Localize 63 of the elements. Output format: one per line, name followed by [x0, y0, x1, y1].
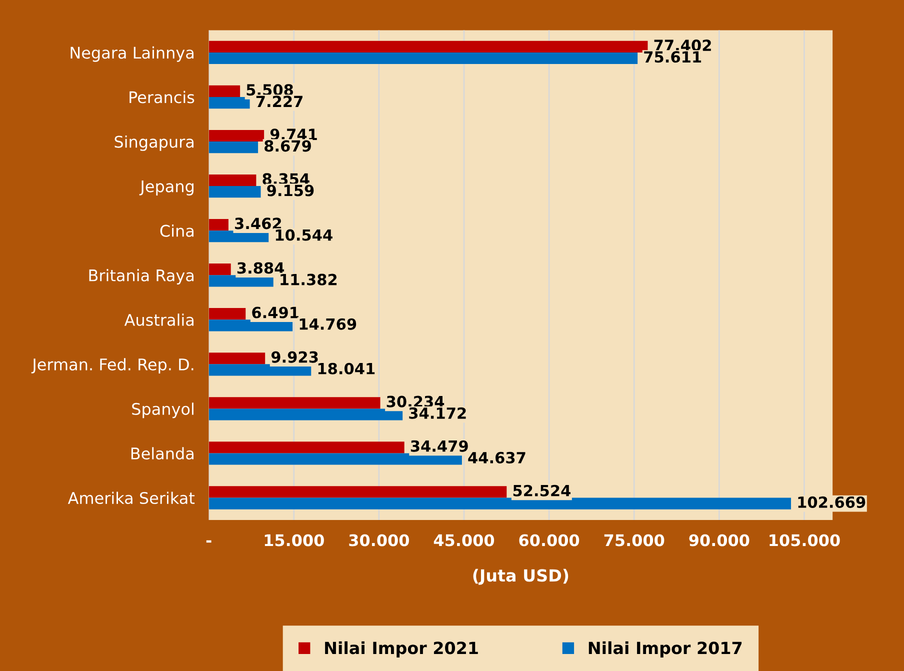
y-tick-label: Belanda — [131, 447, 194, 460]
bar — [208, 453, 462, 465]
data-label: 3.884 — [237, 262, 284, 274]
y-tick-label: Singapura — [114, 135, 194, 151]
bar — [208, 397, 380, 409]
bar — [208, 364, 312, 376]
y-tick-label: Spanyol — [132, 402, 194, 418]
bar — [208, 498, 792, 510]
legend-label: Nilai Impor 2021 — [325, 641, 478, 658]
bar — [208, 264, 231, 276]
x-axis-title: (Juta USD) — [473, 568, 568, 585]
bar — [208, 442, 404, 454]
data-label: 10.544 — [276, 229, 332, 241]
data-label: 9.159 — [267, 184, 314, 196]
data-label: 18.041 — [318, 362, 375, 374]
data-label: 52.524 — [513, 484, 570, 496]
data-label: 8.354 — [262, 173, 310, 185]
data-label: 3.462 — [235, 218, 282, 230]
bar — [208, 40, 648, 52]
data-label: 44.637 — [468, 452, 526, 464]
x-tick-label: 45.000 — [434, 534, 494, 546]
bar — [208, 408, 403, 420]
data-label: 77.402 — [654, 40, 711, 52]
bar — [208, 186, 261, 198]
x-tick-label: 90.000 — [689, 534, 750, 546]
y-tick-label: Negara Lainnya — [70, 46, 194, 62]
data-label: 14.769 — [300, 318, 356, 330]
data-label: 102.669 — [798, 496, 866, 508]
x-tick-label: 105.000 — [770, 534, 840, 546]
data-label: 34.479 — [410, 440, 468, 452]
data-label: 75.611 — [644, 51, 702, 63]
data-label: 9.741 — [270, 128, 317, 140]
data-label: 30.234 — [386, 396, 444, 408]
data-label: 7.227 — [256, 96, 302, 107]
bar — [208, 219, 228, 231]
bar — [208, 352, 266, 364]
y-tick-label: Cina — [160, 224, 194, 237]
bar — [208, 486, 507, 498]
data-label: 34.172 — [409, 407, 466, 419]
bar — [208, 85, 240, 97]
bar — [208, 142, 258, 154]
data-label: 6.491 — [252, 306, 298, 318]
y-tick-label: Perancis — [130, 90, 194, 104]
data-label: 8.679 — [264, 140, 311, 152]
x-tick-label: 75.000 — [604, 534, 664, 546]
data-label: 5.508 — [246, 84, 293, 96]
data-label: 9.923 — [271, 351, 318, 363]
legend-label: Nilai Impor 2017 — [588, 641, 742, 658]
x-tick-label: 30.000 — [349, 534, 409, 546]
bar — [208, 308, 246, 320]
bar — [208, 96, 250, 109]
bar — [208, 130, 264, 142]
bar — [208, 52, 638, 64]
data-label: 11.382 — [280, 274, 337, 286]
x-tick-label: 60.000 — [519, 534, 580, 546]
x-tick-label: - — [206, 540, 212, 543]
y-tick-label: Australia — [124, 314, 194, 326]
y-tick-label: Jepang — [139, 180, 194, 196]
y-tick-label: Britania Raya — [89, 269, 194, 284]
bar — [208, 174, 256, 186]
x-tick-label: 15.000 — [264, 534, 324, 546]
y-tick-label: Jerman. Fed. Rep. D. — [31, 358, 194, 374]
y-tick-label: Amerika Serikat — [68, 492, 195, 504]
